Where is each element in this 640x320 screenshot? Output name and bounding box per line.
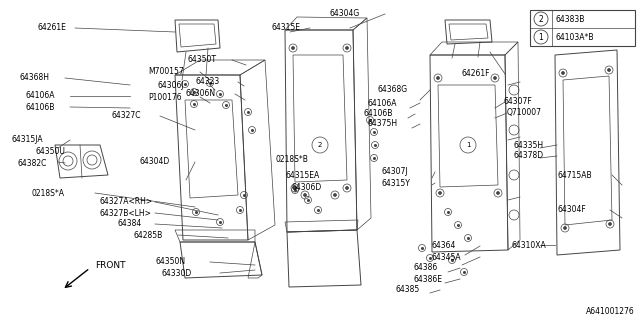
Circle shape xyxy=(303,194,307,196)
Text: Q710007: Q710007 xyxy=(507,108,542,117)
Text: 1: 1 xyxy=(539,33,543,42)
Text: 64306J: 64306J xyxy=(158,81,184,90)
Text: 64310XA: 64310XA xyxy=(511,241,546,250)
Text: 64307F: 64307F xyxy=(503,98,532,107)
Text: 64386E: 64386E xyxy=(414,275,443,284)
Text: 64327A<RH>: 64327A<RH> xyxy=(99,197,152,206)
Circle shape xyxy=(497,191,499,195)
Text: 64368G: 64368G xyxy=(377,85,407,94)
Circle shape xyxy=(346,187,349,189)
Text: 0218S*B: 0218S*B xyxy=(276,156,309,164)
Text: 64323: 64323 xyxy=(196,77,220,86)
Text: 64261E: 64261E xyxy=(38,23,67,33)
Circle shape xyxy=(609,222,611,226)
Text: 64285B: 64285B xyxy=(134,230,163,239)
Circle shape xyxy=(561,71,564,75)
Circle shape xyxy=(294,187,296,189)
Circle shape xyxy=(438,191,442,195)
Text: 64261F: 64261F xyxy=(462,69,490,78)
Text: 64375H: 64375H xyxy=(368,119,398,129)
Text: 2: 2 xyxy=(318,142,322,148)
Text: 64106A: 64106A xyxy=(368,99,397,108)
Text: 64106B: 64106B xyxy=(25,102,54,111)
Text: P100176: P100176 xyxy=(148,92,182,101)
Text: 64307J: 64307J xyxy=(381,167,408,177)
Text: 64315JA: 64315JA xyxy=(12,135,44,145)
Text: 64106A: 64106A xyxy=(25,92,54,100)
Circle shape xyxy=(291,46,294,50)
Text: 64304F: 64304F xyxy=(558,205,587,214)
Text: 64383B: 64383B xyxy=(556,14,586,23)
Text: 64382C: 64382C xyxy=(18,158,47,167)
Text: 64378D: 64378D xyxy=(514,151,544,161)
Text: 2: 2 xyxy=(539,14,543,23)
Text: 64304D: 64304D xyxy=(140,157,170,166)
Text: 64350T: 64350T xyxy=(188,55,217,65)
Text: A641001276: A641001276 xyxy=(586,308,635,316)
Text: 64327C: 64327C xyxy=(112,111,141,121)
Text: M700157: M700157 xyxy=(148,68,184,76)
Text: 64106B: 64106B xyxy=(363,109,392,118)
Circle shape xyxy=(436,76,440,79)
Circle shape xyxy=(493,76,497,79)
Text: 64330D: 64330D xyxy=(162,268,192,277)
Text: FRONT: FRONT xyxy=(95,260,125,269)
Text: 64306N: 64306N xyxy=(186,90,216,99)
Text: 64103A*B: 64103A*B xyxy=(556,33,595,42)
Text: 64364: 64364 xyxy=(432,242,456,251)
Circle shape xyxy=(607,68,611,71)
Text: 64327B<LH>: 64327B<LH> xyxy=(99,209,151,218)
Text: 64306D: 64306D xyxy=(291,183,321,193)
Text: 64385: 64385 xyxy=(395,285,419,294)
Text: 64350N: 64350N xyxy=(155,258,185,267)
Text: 64384: 64384 xyxy=(118,220,142,228)
Text: 64368H: 64368H xyxy=(20,74,50,83)
Text: 64315Y: 64315Y xyxy=(381,179,410,188)
Text: 64335H: 64335H xyxy=(514,140,544,149)
Circle shape xyxy=(563,227,566,229)
Text: 1: 1 xyxy=(466,142,470,148)
Text: 64386: 64386 xyxy=(414,263,438,273)
Text: 64315EA: 64315EA xyxy=(286,171,320,180)
Circle shape xyxy=(333,194,337,196)
Bar xyxy=(530,10,635,46)
Text: 64350U: 64350U xyxy=(35,147,65,156)
Text: 64304G: 64304G xyxy=(330,10,360,19)
Circle shape xyxy=(346,46,349,50)
Text: 64315E: 64315E xyxy=(272,23,301,33)
Text: 64715AB: 64715AB xyxy=(558,171,593,180)
Text: 0218S*A: 0218S*A xyxy=(32,188,65,197)
Text: 64345A: 64345A xyxy=(432,252,461,261)
